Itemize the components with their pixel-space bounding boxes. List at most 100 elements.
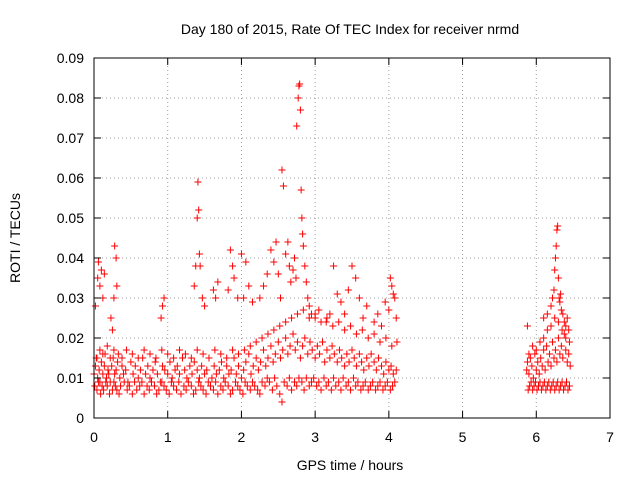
data-point xyxy=(270,326,278,334)
data-point xyxy=(252,338,260,346)
y-tick-label: 0.05 xyxy=(57,210,84,226)
x-axis-label: GPS time / hours xyxy=(297,457,404,473)
data-point xyxy=(110,378,118,386)
data-point xyxy=(288,386,296,394)
data-point xyxy=(251,382,259,390)
data-point xyxy=(103,342,111,350)
data-point xyxy=(114,358,122,366)
data-point xyxy=(392,314,400,322)
data-point xyxy=(345,358,353,366)
data-point xyxy=(256,390,264,398)
data-point xyxy=(311,354,319,362)
data-point xyxy=(554,222,562,230)
data-point xyxy=(114,350,122,358)
y-tick-label: 0 xyxy=(76,410,84,426)
data-point xyxy=(315,378,323,386)
data-point xyxy=(183,374,191,382)
data-point xyxy=(239,390,247,398)
data-point xyxy=(242,358,250,366)
data-point xyxy=(565,350,573,358)
data-point xyxy=(348,262,356,270)
data-point xyxy=(138,378,146,386)
data-point xyxy=(335,346,343,354)
data-point xyxy=(285,374,293,382)
data-point xyxy=(352,382,360,390)
data-point xyxy=(532,366,540,374)
data-point xyxy=(229,386,237,394)
data-point xyxy=(150,382,158,390)
data-point xyxy=(187,382,195,390)
data-point xyxy=(327,386,335,394)
data-point xyxy=(317,386,325,394)
data-point xyxy=(302,278,310,286)
data-point xyxy=(187,354,195,362)
data-point xyxy=(375,354,383,362)
y-tick-label: 0.06 xyxy=(57,170,84,186)
data-point xyxy=(214,390,222,398)
data-point xyxy=(155,386,163,394)
data-point xyxy=(175,378,183,386)
data-point xyxy=(199,350,207,358)
data-point xyxy=(305,382,313,390)
data-point xyxy=(316,350,324,358)
data-point xyxy=(359,382,367,390)
data-point xyxy=(389,382,397,390)
data-point xyxy=(284,238,292,246)
data-point xyxy=(565,382,573,390)
data-point xyxy=(534,358,542,366)
data-point xyxy=(382,334,390,342)
data-point xyxy=(532,346,540,354)
data-point xyxy=(551,254,559,262)
data-point xyxy=(198,294,206,302)
data-point xyxy=(212,378,220,386)
data-point xyxy=(158,378,166,386)
data-point xyxy=(134,354,142,362)
data-point xyxy=(242,258,250,266)
data-point xyxy=(287,278,295,286)
data-point xyxy=(372,386,380,394)
data-point xyxy=(184,378,192,386)
data-point xyxy=(190,390,198,398)
data-point xyxy=(164,370,172,378)
data-point xyxy=(369,378,377,386)
data-point xyxy=(273,382,281,390)
data-point xyxy=(329,322,337,330)
data-point xyxy=(254,386,262,394)
y-tick-label: 0.02 xyxy=(57,330,84,346)
data-point xyxy=(310,374,318,382)
data-point xyxy=(529,374,537,382)
data-point xyxy=(349,374,357,382)
x-tick-label: 7 xyxy=(606,429,614,445)
data-point xyxy=(212,370,220,378)
data-point xyxy=(559,310,567,318)
data-point xyxy=(549,338,557,346)
data-point xyxy=(563,358,571,366)
data-point xyxy=(219,386,227,394)
data-point xyxy=(556,298,564,306)
data-point xyxy=(330,350,338,358)
data-point xyxy=(257,358,265,366)
data-point xyxy=(363,302,371,310)
data-point xyxy=(551,266,559,274)
data-point xyxy=(145,386,153,394)
data-point xyxy=(146,374,154,382)
data-point xyxy=(363,354,371,362)
data-point xyxy=(301,334,309,342)
data-point xyxy=(382,358,390,366)
data-point xyxy=(264,354,272,362)
data-point xyxy=(355,350,363,358)
data-point xyxy=(136,382,144,390)
data-point xyxy=(161,366,169,374)
data-point xyxy=(364,386,372,394)
data-point xyxy=(563,378,571,386)
data-point xyxy=(206,382,214,390)
data-point xyxy=(91,362,99,370)
data-point xyxy=(543,342,551,350)
data-point xyxy=(276,294,284,302)
data-point xyxy=(268,386,276,394)
data-point xyxy=(300,386,308,394)
data-point xyxy=(113,386,121,394)
y-tick-label: 0.07 xyxy=(57,130,84,146)
data-point xyxy=(299,230,307,238)
data-point xyxy=(195,250,203,258)
